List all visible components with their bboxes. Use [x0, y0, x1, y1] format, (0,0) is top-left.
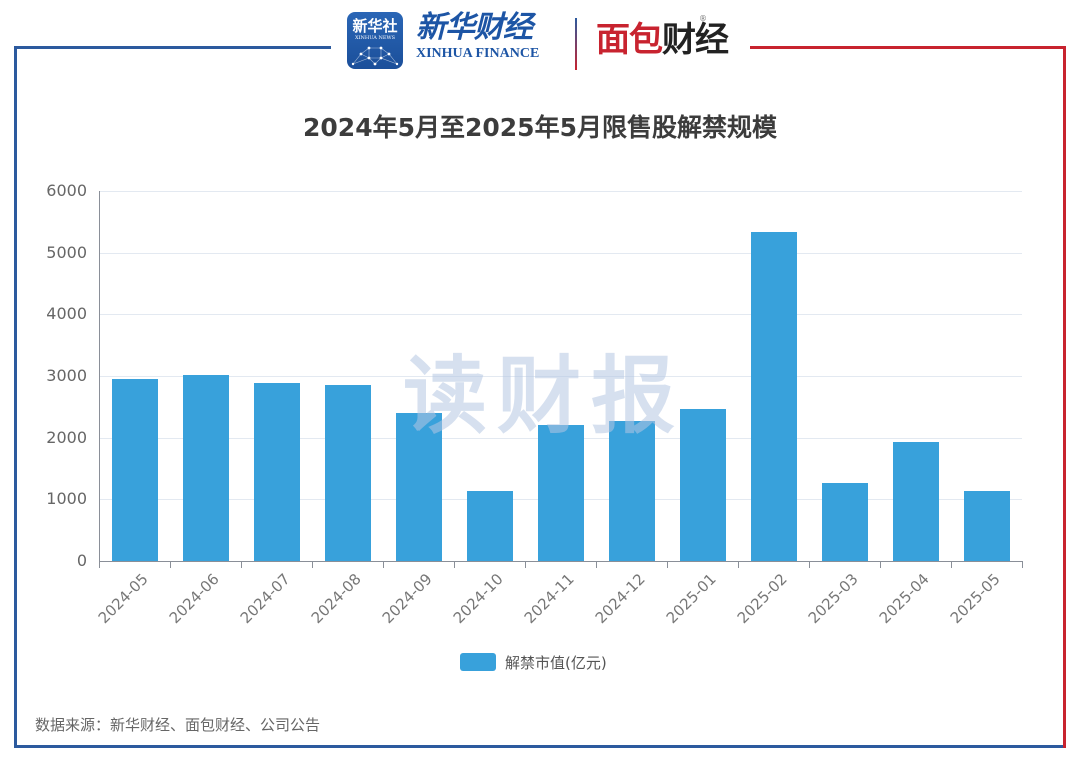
legend[interactable]: 解禁市值(亿元) [460, 652, 607, 672]
xinhua-logo-cn: 新华社 [352, 17, 398, 35]
legend-swatch [460, 653, 496, 671]
legend-label: 解禁市值(亿元) [505, 653, 607, 672]
x-tick-label: 2024-05 [94, 570, 152, 628]
y-axis-line [99, 191, 100, 562]
y-tick-label: 3000 [46, 366, 87, 385]
gridline [99, 376, 1022, 377]
mianbao-finance-logo: 面包财经 [596, 20, 729, 60]
x-tick [951, 562, 952, 568]
x-tick-label: 2024-07 [236, 570, 294, 628]
bar-2024-05[interactable] [111, 379, 158, 561]
xinhua-finance-logo: 新华财经 XINHUA FINANCE [416, 10, 556, 72]
x-tick [667, 562, 668, 568]
x-tick [596, 562, 597, 568]
xinhua-finance-logo-cn: 新华财经 [416, 10, 533, 45]
bar-2025-05[interactable] [963, 491, 1010, 561]
x-tick-label: 2024-06 [165, 570, 223, 628]
x-tick-label: 2024-12 [591, 570, 649, 628]
x-tick-label: 2025-02 [733, 570, 791, 628]
x-tick-label: 2024-11 [520, 570, 578, 628]
chart-title: 2024年5月至2025年5月限售股解禁规模 [303, 113, 777, 142]
bar-2024-08[interactable] [324, 385, 371, 561]
bar-2024-11[interactable] [537, 425, 584, 561]
x-tick [1022, 562, 1023, 568]
mianbao-logo-red: 面包 [596, 20, 663, 60]
x-tick [383, 562, 384, 568]
x-tick-label: 2025-03 [804, 570, 862, 628]
frame-top-right-line [750, 46, 1066, 49]
bar-2024-06[interactable] [182, 375, 229, 561]
y-tick-label: 6000 [46, 181, 87, 200]
x-tick [454, 562, 455, 568]
gridline [99, 191, 1022, 192]
registered-mark: ® [699, 14, 707, 23]
x-axis-line [99, 561, 1023, 562]
x-tick-label: 2024-10 [449, 570, 507, 628]
x-tick [880, 562, 881, 568]
x-tick [241, 562, 242, 568]
gridline [99, 252, 1022, 254]
bar-2025-02[interactable] [750, 231, 797, 561]
y-tick-label: 4000 [46, 304, 87, 324]
x-tick [312, 562, 313, 568]
bar-2024-09[interactable] [395, 413, 442, 561]
x-tick [809, 562, 810, 568]
logo-divider [575, 18, 577, 70]
xinhua-news-logo-icon: 新华社 XINHUA NEWS [347, 12, 403, 69]
y-tick-label: 5000 [46, 242, 87, 262]
data-source-note: 数据来源：新华财经、面包财经、公司公告 [35, 716, 321, 734]
xinhua-finance-logo-en: XINHUA FINANCE [416, 46, 540, 61]
x-tick [525, 562, 526, 568]
frame-bottom-line [14, 745, 1064, 748]
x-tick [99, 562, 100, 568]
bar-2024-07[interactable] [253, 383, 300, 561]
x-tick-label: 2025-04 [875, 570, 933, 628]
bar-2025-03[interactable] [821, 483, 868, 561]
x-tick [170, 562, 171, 568]
plot-area [99, 191, 1022, 561]
bar-2024-12[interactable] [608, 421, 655, 561]
bar-2024-10[interactable] [466, 491, 513, 561]
x-tick-label: 2025-01 [662, 570, 720, 628]
frame-right-line [1063, 46, 1066, 748]
y-tick-label: 2000 [46, 427, 87, 447]
x-tick-label: 2024-09 [378, 570, 436, 628]
frame-top-left-line [14, 46, 331, 49]
bar-2025-01[interactable] [679, 409, 726, 561]
bar-2025-04[interactable] [892, 441, 939, 561]
y-tick-label: 0 [76, 551, 87, 570]
x-tick-label: 2025-05 [946, 570, 1004, 628]
network-icon [351, 46, 399, 66]
header-logos: 新华社 XINHUA NEWS 新华财经 XINHUA FINANCE 面包财经… [346, 10, 738, 72]
gridline [99, 314, 1022, 316]
frame-left-line [14, 46, 17, 748]
mianbao-logo-dark: 财经 [662, 20, 729, 60]
xinhua-logo-en: XINHUA NEWS [354, 35, 396, 41]
watermark: 读财报 [403, 347, 686, 445]
x-tick-label: 2024-08 [307, 570, 365, 628]
y-tick-label: 1000 [46, 489, 87, 509]
x-tick [738, 562, 739, 568]
